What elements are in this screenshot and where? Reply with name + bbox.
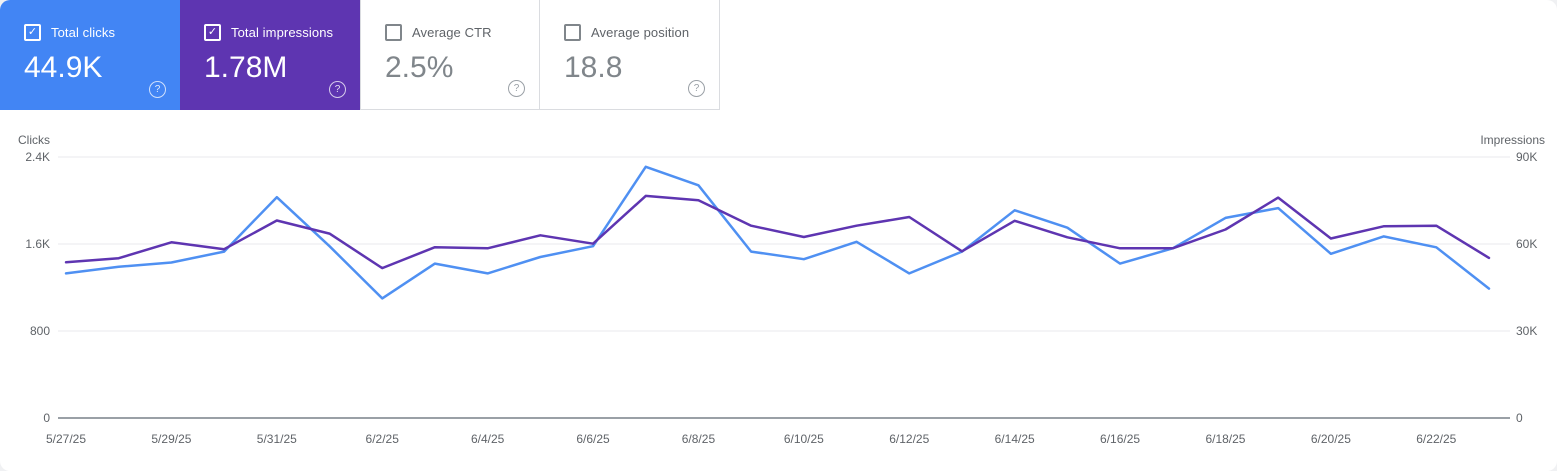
help-icon[interactable]: ? [149,81,166,98]
x-tick-label: 6/10/25 [783,432,824,446]
metric-card-value: 44.9K [24,51,103,84]
metric-card-average-position[interactable]: Average position 18.8 ? [540,0,720,110]
y-tick-right: 60K [1516,237,1538,251]
x-tick-label: 6/8/25 [681,432,716,446]
x-tick-label: 5/27/25 [45,432,87,446]
metric-card-label: Average position [591,25,690,40]
right-axis-title: Impressions [1480,133,1545,147]
x-tick-label: 6/20/25 [1310,432,1351,446]
left-axis-title: Clicks [18,133,50,147]
y-tick-right: 0 [1516,411,1523,425]
x-tick-label: 6/14/25 [994,432,1035,446]
checkbox-checked-icon[interactable]: ✓ [204,24,221,41]
metric-card-average-ctr[interactable]: Average CTR 2.5% ? [360,0,540,110]
checkbox-unchecked-icon[interactable] [564,24,581,41]
metric-card-label: Average CTR [412,25,492,40]
x-tick-label: 6/2/25 [365,432,399,446]
help-icon[interactable]: ? [508,80,525,97]
chart-plot-svg[interactable] [0,110,1557,471]
x-tick-label: 5/29/25 [151,432,192,446]
help-icon[interactable]: ? [688,80,705,97]
y-tick-right: 30K [1516,324,1538,338]
x-tick-label: 6/4/25 [470,432,505,446]
y-tick-left: 1.6K [25,237,50,251]
metric-card-value: 18.8 [564,51,623,84]
metric-card-head: Average position [540,0,719,41]
x-tick-label: 6/12/25 [889,432,930,446]
metric-card-total-impressions[interactable]: ✓ Total impressions 1.78M ? [180,0,360,110]
x-tick-label: 6/16/25 [1100,432,1141,446]
checkbox-checked-icon[interactable]: ✓ [24,24,41,41]
y-tick-right: 90K [1516,150,1538,164]
metric-card-label: Total impressions [231,25,334,40]
metric-card-head: Average CTR [361,0,539,41]
metric-card-value: 2.5% [385,51,454,84]
metric-card-label: Total clicks [51,25,116,40]
checkbox-unchecked-icon[interactable] [385,24,402,41]
x-tick-label: 6/22/25 [1416,432,1457,446]
metric-card-value: 1.78M [204,51,288,84]
x-tick-label: 6/6/25 [576,432,610,446]
help-icon[interactable]: ? [329,81,346,98]
x-tick-label: 5/31/25 [256,432,297,446]
metric-cards-row: ✓ Total clicks 44.9K ? ✓ Total impressio… [0,0,720,110]
metric-card-head: ✓ Total impressions [180,0,360,41]
y-tick-left: 0 [43,411,50,425]
y-tick-left: 800 [29,324,50,338]
performance-chart[interactable]: Clicks Impressions 0 800 1.6K 2.4K 0 30K 60K 90… [0,110,1557,471]
metric-card-total-clicks[interactable]: ✓ Total clicks 44.9K ? [0,0,180,110]
x-tick-label: 6/18/25 [1205,432,1246,446]
y-tick-left: 2.4K [25,150,50,164]
metric-card-head: ✓ Total clicks [0,0,180,41]
impressions-line [64,194,1491,270]
